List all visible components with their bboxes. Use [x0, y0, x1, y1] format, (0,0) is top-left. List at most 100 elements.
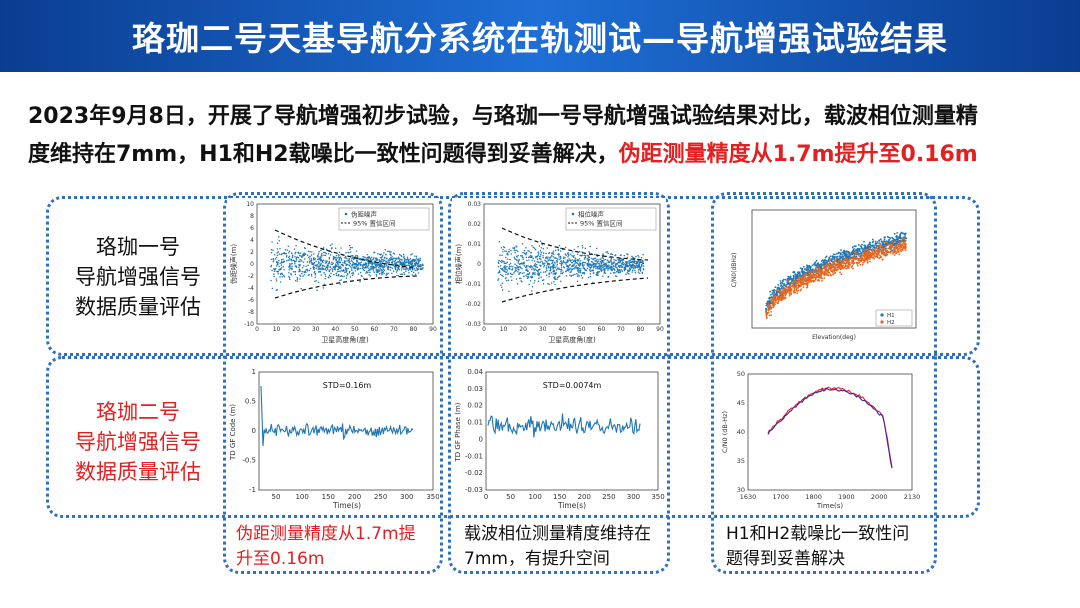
- scatter-point: [382, 268, 385, 270]
- h1-point: [904, 236, 906, 238]
- h2-point: [814, 273, 817, 276]
- scatter-point: [337, 275, 340, 277]
- h2-point: [787, 291, 789, 293]
- h2-point: [769, 305, 772, 307]
- scatter-point: [571, 261, 574, 264]
- scatter-point: [606, 266, 608, 268]
- scatter-point: [326, 268, 329, 271]
- scatter-point: [525, 251, 528, 254]
- series-line: [260, 385, 414, 447]
- scatter-point: [542, 248, 545, 250]
- h2-point: [811, 276, 813, 279]
- scatter-point: [557, 248, 560, 251]
- h2-point: [863, 256, 866, 258]
- scatter-point: [322, 261, 324, 263]
- h2-point: [896, 246, 899, 249]
- chart-code-noise-svg: 伪距噪声 95% 置信区间 0 10 20 30 40 50 60 70 80 90 108642…: [229, 201, 437, 344]
- h1-point: [864, 246, 867, 249]
- scatter-point: [302, 261, 305, 263]
- scatter-point: [331, 270, 334, 272]
- h1-point: [891, 236, 894, 239]
- scatter-point: [280, 253, 282, 256]
- scatter-point: [353, 262, 355, 265]
- scatter-point: [271, 241, 273, 243]
- scatter-point: [324, 275, 327, 278]
- scatter-point: [504, 250, 506, 252]
- scatter-point: [307, 250, 310, 252]
- title-banner: 珞珈二号天基导航分系统在轨测试—导航增强试验结果: [0, 0, 1080, 72]
- h1-point: [798, 274, 801, 277]
- scatter-point: [567, 255, 569, 258]
- h2-point: [770, 314, 772, 316]
- h1-point: [827, 259, 830, 262]
- h1-point: [794, 273, 797, 276]
- y-axis-label: TD GF Phase (m): [454, 402, 462, 462]
- scatter-point: [395, 261, 397, 264]
- h1-point: [837, 258, 840, 261]
- h2-point: [779, 290, 781, 293]
- scatter-point: [509, 262, 512, 265]
- scatter-point: [366, 253, 369, 256]
- scatter-point: [385, 254, 387, 256]
- h1-point: [895, 240, 898, 243]
- scatter-point: [362, 264, 365, 266]
- scatter-point: [506, 253, 509, 255]
- h2-point: [879, 250, 882, 252]
- h2-point: [846, 265, 849, 268]
- scatter-point: [525, 247, 527, 249]
- y-tick-label: 0.01: [468, 241, 482, 248]
- scatter-point: [549, 266, 552, 268]
- h2-point: [773, 299, 775, 302]
- h1-point: [853, 245, 856, 247]
- scatter-point: [375, 275, 378, 277]
- h1-point: [878, 240, 880, 242]
- h1-point: [765, 308, 767, 311]
- scatter-point: [617, 258, 620, 261]
- h1-point: [856, 250, 859, 253]
- h1-point: [774, 286, 777, 289]
- scatter-point: [399, 261, 402, 263]
- h2-point: [894, 251, 896, 253]
- scatter-point: [534, 279, 536, 282]
- h2-point: [821, 264, 824, 267]
- scatter-point: [550, 259, 553, 261]
- scatter-point: [379, 254, 382, 256]
- scatter-point: [606, 264, 609, 267]
- h1-point: [801, 268, 803, 271]
- scatter-point: [607, 269, 609, 271]
- scatter-point: [292, 271, 295, 273]
- y-tick-label: 45: [737, 399, 745, 407]
- h2-point: [813, 276, 816, 279]
- scatter-point: [560, 260, 563, 262]
- scatter-point: [504, 268, 506, 271]
- y-tick-label: 0.01: [467, 419, 483, 427]
- scatter-point: [636, 266, 639, 269]
- scatter-point: [589, 268, 591, 271]
- scatter-point: [337, 263, 339, 265]
- scatter-point: [600, 270, 603, 272]
- h2-point: [876, 247, 879, 250]
- scatter-point: [403, 263, 405, 266]
- scatter-point: [553, 253, 555, 255]
- scatter-point: [559, 258, 561, 261]
- h2-point: [790, 293, 792, 296]
- scatter-point: [542, 256, 544, 259]
- caption-line: 伪距测量精度从1.7m提: [236, 524, 416, 544]
- h2-point: [766, 312, 768, 315]
- scatter-point: [329, 269, 331, 271]
- scatter-point: [379, 267, 382, 270]
- scatter-point: [559, 257, 562, 259]
- h2-point: [873, 258, 875, 260]
- scatter-point: [594, 263, 596, 265]
- scatter-point: [345, 264, 347, 266]
- scatter-point: [390, 256, 392, 259]
- h2-point: [881, 248, 884, 251]
- h2-point: [805, 282, 808, 285]
- intro-highlight: 伪距测量精度从1.7m提升至0.16m: [618, 142, 978, 167]
- scatter-point: [325, 252, 328, 255]
- scatter-point: [329, 266, 331, 268]
- scatter-point: [407, 269, 410, 272]
- scatter-point: [587, 258, 590, 260]
- scatter-point: [533, 247, 536, 250]
- h2-point: [786, 289, 789, 292]
